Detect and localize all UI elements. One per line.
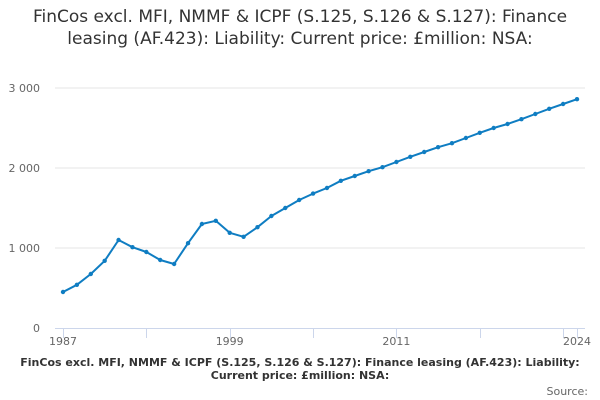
- data-point: [116, 237, 121, 243]
- data-point: [519, 117, 524, 122]
- y-tick-label: 3 000: [9, 82, 41, 95]
- data-point: [283, 205, 288, 211]
- data-point: [505, 121, 510, 127]
- legend-series-label[interactable]: FinCos excl. MFI, NMMF & ICPF (S.125, S.…: [20, 356, 580, 382]
- data-point: [435, 145, 441, 150]
- data-point: [547, 106, 552, 112]
- data-point: [338, 178, 344, 183]
- data-point: [102, 258, 107, 263]
- data-point: [296, 197, 302, 203]
- data-point: [241, 234, 246, 239]
- x-tick-label: 2024: [563, 335, 591, 348]
- data-point: [130, 245, 135, 250]
- data-point: [463, 135, 469, 141]
- x-tick-label: 1987: [49, 335, 77, 348]
- data-point: [352, 173, 357, 179]
- data-point: [310, 191, 316, 196]
- chart-title: FinCos excl. MFI, NMMF & ICPF (S.125, S.…: [32, 7, 568, 49]
- y-tick-label: 0: [33, 322, 40, 335]
- data-point: [171, 261, 177, 267]
- data-point: [533, 111, 538, 117]
- source-label: Source:: [546, 385, 589, 398]
- data-point: [60, 289, 66, 295]
- data-point: [227, 230, 232, 235]
- data-point: [269, 213, 274, 219]
- x-tick-label: 1999: [216, 335, 244, 348]
- data-point: [158, 257, 163, 263]
- data-point: [74, 282, 80, 287]
- data-point: [491, 125, 496, 131]
- data-point: [255, 225, 260, 230]
- data-point: [408, 154, 413, 159]
- data-point: [560, 101, 566, 107]
- x-tick-label: 2011: [382, 335, 410, 348]
- data-point: [366, 169, 371, 174]
- data-point: [477, 130, 482, 135]
- data-point: [199, 221, 205, 227]
- data-point: [144, 249, 149, 255]
- data-point: [88, 271, 93, 277]
- data-point: [394, 159, 399, 165]
- y-tick-label: 1 000: [9, 242, 41, 255]
- data-point: [449, 141, 455, 146]
- data-point: [574, 97, 580, 102]
- data-point: [324, 185, 330, 191]
- data-point: [185, 241, 191, 246]
- data-point: [213, 218, 219, 223]
- data-point: [380, 165, 385, 170]
- y-tick-label: 2 000: [9, 162, 41, 175]
- series-line: [62, 98, 578, 293]
- data-point: [421, 149, 427, 155]
